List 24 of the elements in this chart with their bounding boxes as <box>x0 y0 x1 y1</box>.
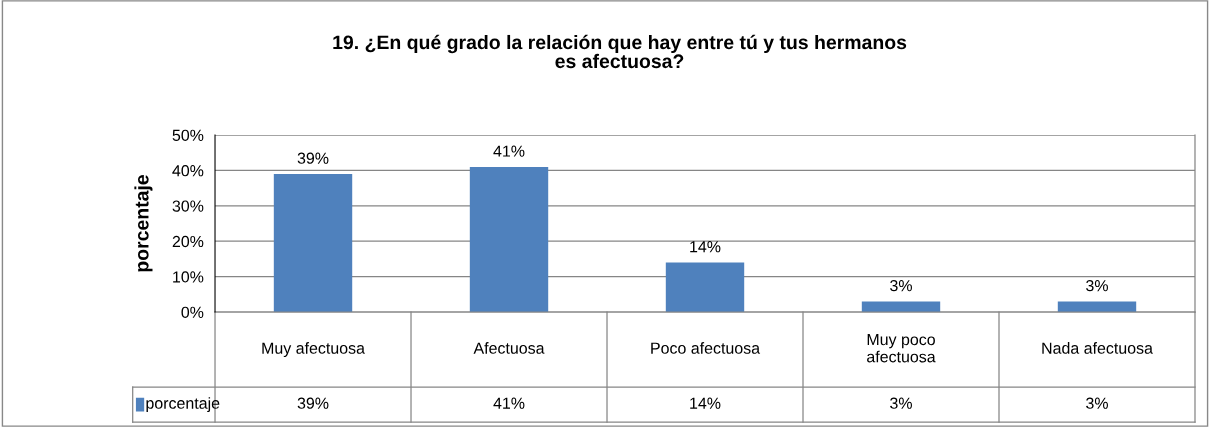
chart-title: 19. ¿En qué grado la relación que hay entre tú y tus hermanos es afectuosa? <box>333 34 907 69</box>
data-label: 14% <box>690 397 721 409</box>
y-axis-title: porcentaje <box>134 175 153 272</box>
y-tick-label: 10% <box>173 271 204 283</box>
y-tick-label: 40% <box>172 165 204 177</box>
data-label: 41% <box>493 397 525 409</box>
text: 14% <box>690 241 721 253</box>
text: 39% <box>297 152 329 164</box>
y-tick-label: 50% <box>172 129 204 141</box>
x-tick-label: Poco afectuosa <box>651 342 761 354</box>
x-tick-label: Afectuosa <box>473 342 545 354</box>
text: 3% <box>1086 279 1108 292</box>
text: 3% <box>890 279 912 292</box>
x-tick-label: Muy poco afectuosa <box>867 334 936 363</box>
data-label: 3% <box>890 397 912 409</box>
y-tick-label: 30% <box>172 200 204 212</box>
text: 41% <box>493 145 525 157</box>
y-tick-label: 0% <box>181 306 204 318</box>
x-tick-label: Muy afectuosa <box>262 342 365 357</box>
data-label: 3% <box>1086 397 1108 409</box>
legend-label: porcentaje <box>146 397 220 413</box>
x-tick-label: Nada afectuosa <box>1042 342 1153 354</box>
y-tick-label: 20% <box>172 235 204 248</box>
data-label: 39% <box>297 397 329 409</box>
